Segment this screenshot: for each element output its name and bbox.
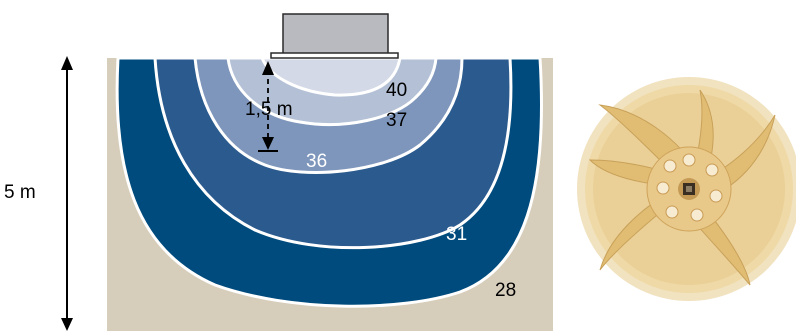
zone-label-37: 37 bbox=[386, 110, 407, 131]
zone-label-28: 28 bbox=[495, 280, 516, 301]
zone-core bbox=[259, 56, 402, 97]
fan-impeller-icon bbox=[577, 77, 796, 301]
air-outlet-plate bbox=[270, 52, 399, 59]
zone-label-36: 36 bbox=[306, 151, 327, 172]
vertical-dimension bbox=[61, 56, 73, 331]
inner-dimension bbox=[258, 61, 278, 152]
vertical-dimension-label: 5 m bbox=[4, 182, 36, 203]
inner-dimension-label: 1,5 m bbox=[245, 99, 293, 120]
zone-label-40: 40 bbox=[386, 80, 407, 101]
zone-label-31: 31 bbox=[446, 224, 467, 245]
air-outlet-device bbox=[282, 13, 389, 55]
